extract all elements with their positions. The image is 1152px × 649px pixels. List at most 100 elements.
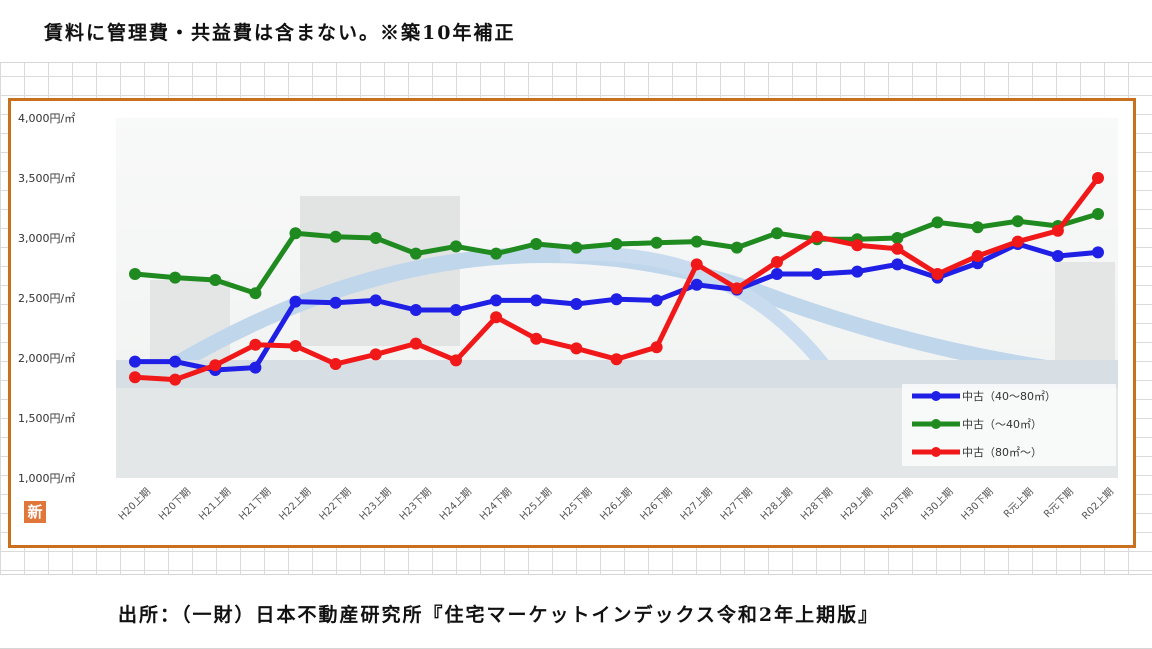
data-point [730, 241, 743, 254]
legend-marker [931, 391, 941, 401]
data-point [329, 358, 342, 370]
data-point [771, 256, 783, 268]
x-tick-label: H28上期 [758, 486, 795, 523]
legend-marker [931, 419, 941, 429]
x-tick-label: H29下期 [879, 486, 916, 523]
data-point [1011, 235, 1024, 248]
data-point [169, 355, 182, 368]
x-tick-label: H21上期 [196, 486, 233, 523]
data-point [771, 268, 783, 280]
data-point [490, 311, 503, 324]
data-point [891, 232, 904, 244]
y-tick-label: 2,500円/㎡ [18, 292, 75, 305]
data-point [450, 240, 462, 253]
data-point [1092, 208, 1104, 220]
data-point [249, 338, 262, 351]
data-point [690, 258, 703, 271]
x-tick-label: H30上期 [919, 486, 956, 523]
x-tick-label: H20上期 [116, 486, 153, 523]
data-point [369, 348, 382, 361]
data-point [450, 304, 462, 316]
legend-label: 中古（80㎡～） [962, 446, 1042, 459]
x-tick-label: H27上期 [678, 486, 715, 523]
data-point [530, 332, 543, 345]
data-point [1051, 250, 1064, 262]
y-tick-label: 4,000円/㎡ [18, 112, 75, 125]
data-point [169, 373, 182, 386]
data-point [249, 287, 262, 300]
data-point [851, 265, 864, 278]
data-point [570, 298, 583, 310]
data-point [1092, 172, 1104, 184]
data-point [971, 221, 984, 234]
data-point [490, 247, 503, 260]
legend-label: 中古（40～80㎡） [962, 390, 1056, 403]
x-tick-label: H29上期 [838, 486, 875, 523]
data-point [771, 227, 783, 240]
data-point [289, 340, 302, 352]
x-tick-label: H24上期 [437, 486, 474, 523]
x-tick-label: H26上期 [598, 486, 635, 523]
data-point [129, 371, 141, 384]
data-point [1051, 224, 1064, 237]
data-point [851, 239, 864, 252]
legend: 中古（40～80㎡） 中古（～40㎡） 中古（80㎡～） [902, 384, 1116, 466]
y-tick-label: 2,000円/㎡ [18, 352, 75, 365]
x-tick-label: R元上期 [1001, 486, 1036, 521]
data-point [329, 296, 342, 309]
data-point [931, 268, 944, 280]
y-tick-label: 3,000円/㎡ [18, 232, 75, 245]
x-tick-label: H23上期 [357, 486, 394, 523]
x-tick-label: H22下期 [317, 486, 354, 523]
x-tick-label: H20下期 [156, 486, 193, 523]
y-tick-label: 1,000円/㎡ [18, 472, 75, 485]
data-point [169, 271, 182, 284]
data-point [811, 230, 824, 243]
data-point [249, 361, 262, 374]
x-tick-label: H24下期 [477, 486, 514, 523]
data-point [1011, 215, 1024, 228]
series-1 [129, 208, 1104, 300]
x-tick-label: H27下期 [718, 486, 755, 523]
data-point [570, 241, 583, 254]
legend-marker [931, 447, 941, 457]
x-tick-label: R02上期 [1080, 486, 1117, 523]
data-point [409, 337, 422, 350]
data-point [891, 242, 904, 255]
data-point [650, 341, 663, 354]
x-tick-label: H23下期 [397, 486, 434, 523]
data-point [409, 247, 422, 260]
x-tick-label: H25上期 [517, 486, 554, 523]
data-point [730, 282, 743, 295]
data-point [129, 268, 141, 280]
data-point [209, 359, 222, 372]
y-axis: 4,000円/㎡ 3,500円/㎡ 3,000円/㎡ 2,500円/㎡ 2,000円/㎡… [18, 112, 75, 485]
data-point [129, 355, 141, 368]
data-point [650, 236, 663, 249]
data-point [369, 294, 382, 307]
x-tick-label: H25下期 [558, 486, 595, 523]
data-point [209, 274, 222, 286]
data-point [971, 250, 984, 262]
x-axis: H20上期 H20下期 H21上期 H21下期 H22上期 H22下期 H23上期 H23下期… [116, 486, 1116, 523]
x-tick-label: H22上期 [277, 486, 314, 523]
data-point [450, 354, 462, 367]
data-point [289, 295, 302, 308]
data-point [690, 235, 703, 248]
legend-label: 中古（～40㎡） [962, 418, 1042, 431]
x-tick-label: H30下期 [959, 486, 996, 523]
data-point [570, 342, 583, 355]
x-tick-label: H28下期 [798, 486, 835, 523]
data-point [931, 216, 944, 229]
series-layer [129, 172, 1104, 386]
data-point [610, 293, 623, 306]
header-band [0, 0, 1152, 63]
data-point [811, 268, 824, 280]
data-point [891, 258, 904, 271]
data-point [650, 294, 663, 307]
y-tick-label: 1,500円/㎡ [18, 412, 75, 425]
footer-band [0, 574, 1152, 649]
data-point [690, 278, 703, 291]
data-point [369, 232, 382, 244]
x-tick-label: H21下期 [237, 486, 274, 523]
